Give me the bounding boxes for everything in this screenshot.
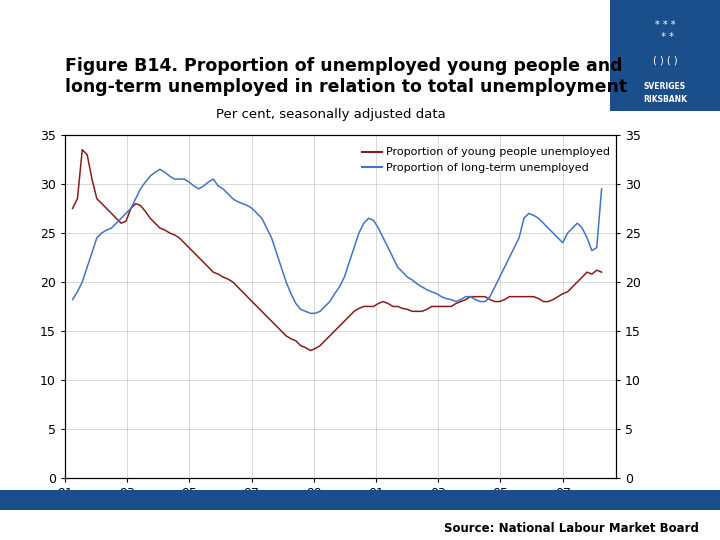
Proportion of long-term unemployed	[320, 303, 329, 310]
Text: ( ) ( ): ( ) ( )	[652, 56, 678, 66]
Proportion of young people unemployed	[573, 279, 582, 285]
Proportion of long-term unemployed	[228, 195, 237, 202]
Proportion of long-term unemployed	[598, 186, 606, 192]
Line: Proportion of young people unemployed: Proportion of young people unemployed	[73, 150, 602, 350]
Proportion of young people unemployed	[336, 323, 344, 329]
Text: * * *
  * *: * * * * *	[654, 20, 675, 42]
Text: RIKSBANK: RIKSBANK	[643, 95, 687, 104]
Text: Per cent, seasonally adjusted data: Per cent, seasonally adjusted data	[216, 108, 446, 121]
Proportion of long-term unemployed	[336, 284, 344, 290]
Proportion of long-term unemployed	[68, 296, 77, 303]
Proportion of young people unemployed	[593, 267, 601, 273]
Line: Proportion of long-term unemployed: Proportion of long-term unemployed	[73, 170, 602, 313]
Proportion of young people unemployed	[68, 205, 77, 212]
Proportion of young people unemployed	[598, 269, 606, 275]
Text: long-term unemployed in relation to total unemployment: long-term unemployed in relation to tota…	[65, 78, 627, 96]
Proportion of young people unemployed	[320, 338, 329, 344]
Text: SVERIGES: SVERIGES	[644, 82, 686, 91]
Text: Source: National Labour Market Board: Source: National Labour Market Board	[444, 522, 698, 535]
Legend: Proportion of young people unemployed, Proportion of long-term unemployed: Proportion of young people unemployed, P…	[361, 147, 610, 173]
Proportion of long-term unemployed	[451, 298, 460, 305]
Proportion of young people unemployed	[78, 146, 86, 153]
Proportion of long-term unemployed	[306, 310, 315, 316]
Proportion of long-term unemployed	[593, 245, 601, 251]
Proportion of young people unemployed	[451, 300, 460, 307]
Proportion of long-term unemployed	[573, 220, 582, 226]
Proportion of young people unemployed	[306, 347, 315, 354]
Proportion of young people unemployed	[228, 279, 237, 285]
Text: Figure B14. Proportion of unemployed young people and: Figure B14. Proportion of unemployed you…	[65, 57, 622, 75]
Proportion of long-term unemployed	[156, 166, 164, 173]
